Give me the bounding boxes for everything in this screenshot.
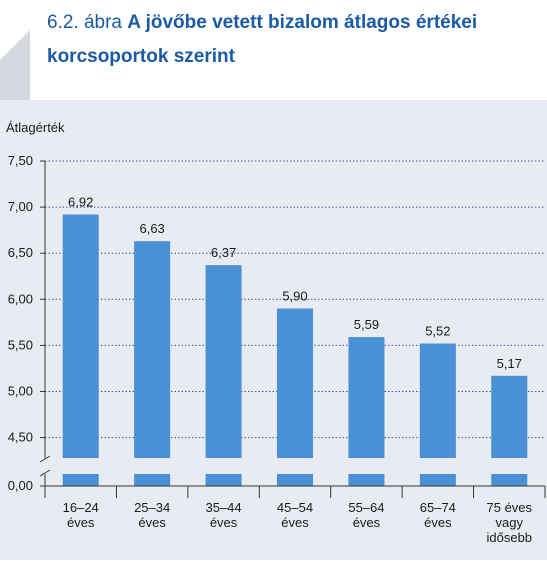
x-tick-label-line: éves [424,515,452,530]
x-tick-label: 75 éves vagy idősebb [487,500,533,545]
chart-title-line2: korcsoportok szerint [47,46,236,67]
x-tick-label-line: éves [138,515,166,530]
y-tick-label: 6,50 [8,245,33,260]
bar [62,214,99,486]
y-tick-label: 7,00 [8,199,33,214]
break-mark [39,469,51,477]
y-tick-label: 5,00 [8,383,33,398]
x-tick-label-line: éves [67,515,95,530]
x-tick-label-line: 35–44 [205,500,241,515]
value-label: 6,63 [139,221,164,236]
y-tick-label: 4,50 [8,430,33,445]
bar [277,308,313,486]
x-tick-label: 65–74 éves [420,500,456,530]
bar [134,241,171,486]
x-tick-label-line: éves [210,515,238,530]
x-tick-label: 55–64 éves [348,500,384,530]
y-tick-label: 5,50 [8,337,33,352]
x-tick-label: 45–54 éves [277,500,313,530]
value-label: 5,59 [354,317,379,332]
x-tick-label: 16–24 éves [63,500,99,530]
y-axis-label: Átlagérték [6,120,65,135]
break-mark [39,455,51,463]
x-tick-label-line: 45–54 [277,500,313,515]
x-tick-label-line: 55–64 [348,500,384,515]
chart-title: 6.2. ábra A jövőbe vetett bizalom átlago… [47,12,477,33]
x-tick-label-line: éves [353,515,381,530]
x-tick-label-line: vagy [496,515,524,530]
y-tick-label: 0,00 [8,478,33,493]
x-tick-label-line: 65–74 [420,500,456,515]
tab [0,30,30,100]
x-tick-label-line: idősebb [487,530,533,545]
x-tick-label: 35–44 éves [205,500,241,530]
x-tick-label-line: 25–34 [134,500,170,515]
y-tick-label: 7,50 [8,153,33,168]
value-label: 5,52 [425,324,450,339]
value-label: 6,92 [68,194,93,209]
value-label: 5,17 [497,356,522,371]
axis-break-gap [39,458,545,474]
x-tick-label: 25–34 éves [134,500,170,530]
value-label: 6,37 [211,245,236,260]
x-tick-label-line: éves [281,515,309,530]
value-label: 5,90 [282,289,307,304]
y-tick-label: 6,00 [8,291,33,306]
bar [205,265,242,486]
x-tick-label-line: 16–24 [63,500,99,515]
x-tick-label-line: 75 éves [487,500,533,515]
